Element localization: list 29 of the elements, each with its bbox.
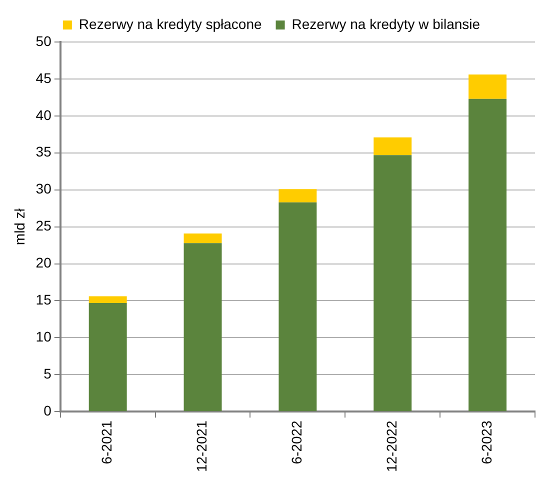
y-tick-label: 10: [36, 328, 52, 345]
bar: [278, 189, 317, 202]
x-tick-label: 12-2021: [194, 420, 210, 472]
y-axis-title: mld zł: [11, 208, 28, 246]
bar: [278, 202, 317, 412]
y-tick-label: 30: [36, 180, 52, 197]
bar: [184, 243, 222, 412]
y-tick-label: 45: [36, 70, 52, 86]
x-tick-label: 6-2021: [98, 420, 115, 464]
x-tick-label: 6-2023: [478, 420, 494, 464]
y-tick-label: 5: [44, 366, 52, 382]
bar: [468, 98, 507, 412]
y-tick-label: 40: [36, 106, 52, 123]
bar: [88, 296, 127, 303]
legend-label: Rezerwy na kredyty w bilansie: [292, 16, 480, 32]
x-tick-label: 6-2022: [288, 420, 305, 464]
bar: [88, 302, 127, 412]
x-tick-label: 12-2022: [383, 420, 400, 472]
y-tick-label: 25: [36, 218, 52, 234]
bar: [374, 137, 412, 156]
y-tick-label: 0: [44, 402, 52, 418]
bar: [468, 74, 507, 99]
y-tick-label: 50: [36, 32, 52, 49]
y-tick-label: 15: [36, 292, 52, 308]
legend-label: Rezerwy na kredyty spłacone: [78, 16, 262, 32]
bar: [184, 233, 222, 244]
y-tick-label: 20: [36, 254, 52, 271]
y-tick-label: 35: [36, 144, 52, 160]
bar: [374, 155, 412, 412]
